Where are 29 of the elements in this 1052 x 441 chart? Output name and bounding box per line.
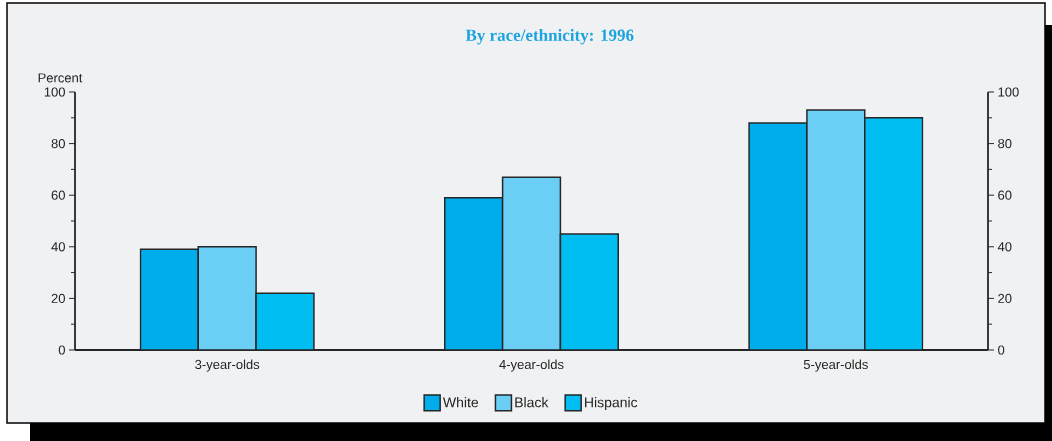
y2-tick-label: 20 xyxy=(998,293,1012,303)
bar xyxy=(139,248,200,350)
y2-tick-label: 40 xyxy=(997,242,1012,252)
bar xyxy=(748,122,808,350)
legend-label: Hispanic xyxy=(585,397,638,411)
legend-label: Black xyxy=(515,397,549,408)
y2-tick-label: 0 xyxy=(998,345,1005,355)
x-tick-label: 3-year-olds xyxy=(195,359,260,372)
y-axis-title: Percent xyxy=(38,73,83,83)
chart-title: By race/ethnicity: 1996 xyxy=(465,29,634,45)
y-tick-label: 20 xyxy=(51,293,65,303)
y-tick-label: 60 xyxy=(51,190,65,200)
x-tick-label: 5-year-olds xyxy=(803,359,868,372)
bar xyxy=(444,197,504,350)
y2-tick-label: 100 xyxy=(998,87,1019,97)
y-tick-label: 100 xyxy=(44,87,65,97)
bar xyxy=(806,109,866,350)
y2-tick-label: 60 xyxy=(998,190,1012,200)
y-tick-label: 0 xyxy=(58,345,65,355)
bar xyxy=(559,233,619,350)
y-tick-label: 40 xyxy=(51,242,65,252)
bar xyxy=(255,292,315,350)
legend-label: White xyxy=(442,397,479,408)
bar xyxy=(501,176,562,350)
x-tick-label: 4-year-olds xyxy=(499,359,564,372)
bar xyxy=(197,246,257,350)
y2-tick-label: 80 xyxy=(998,138,1012,149)
y-tick-label: 80 xyxy=(51,138,65,149)
bar xyxy=(863,117,924,350)
